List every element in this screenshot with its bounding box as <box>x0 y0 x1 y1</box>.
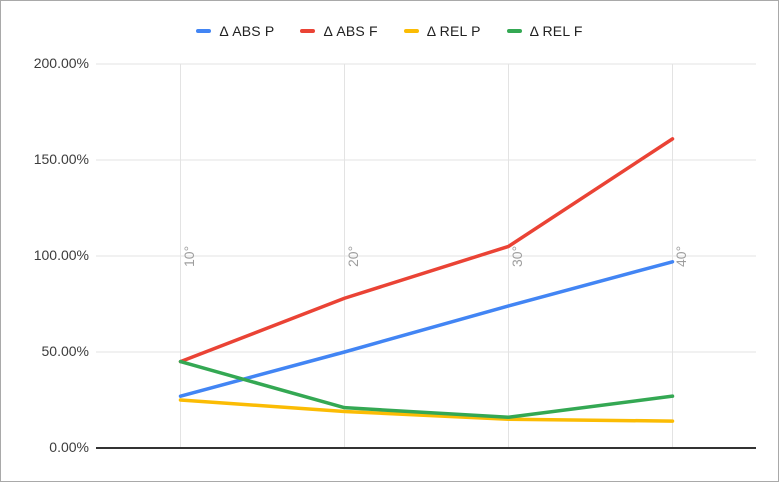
x-tick-label: 20° <box>345 245 361 267</box>
y-tick-label: 100.00% <box>33 247 89 263</box>
series-line-rel-f <box>178 359 675 420</box>
series-line-abs-p <box>178 260 675 398</box>
y-tick-label: 200.00% <box>33 55 89 71</box>
x-tick-label: 10° <box>181 245 197 267</box>
series-line-abs-f <box>178 137 675 364</box>
y-tick-label: 0.00% <box>49 439 89 455</box>
x-tick-label: 30° <box>509 245 525 267</box>
x-tick-label: 40° <box>673 245 689 267</box>
y-tick-label: 150.00% <box>33 151 89 167</box>
y-tick-label: 50.00% <box>41 343 89 359</box>
series-line-rel-p <box>178 398 675 423</box>
